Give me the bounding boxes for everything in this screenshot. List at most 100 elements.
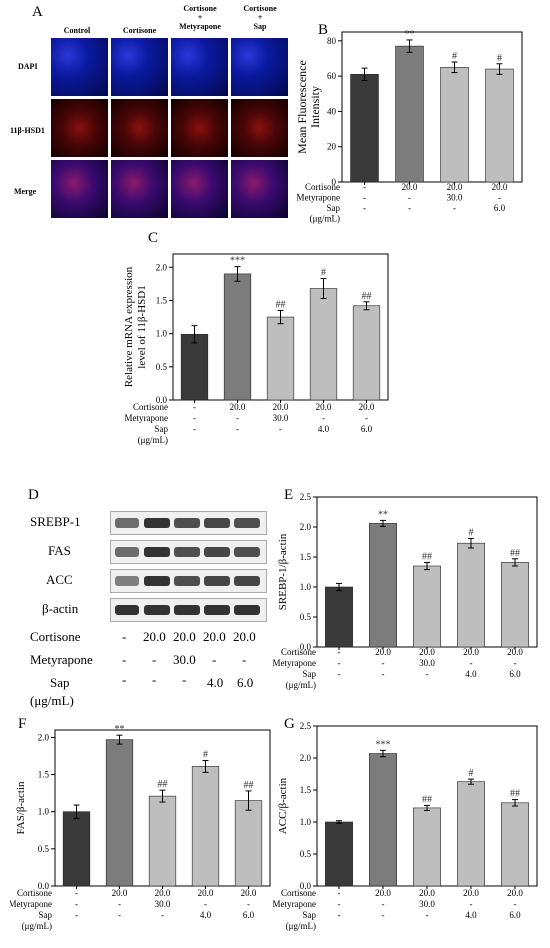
y-tick-label: 1.5	[300, 785, 312, 795]
treatment-row-label: (μg/mL)	[286, 921, 316, 931]
treatment-row-label: (μg/mL)	[138, 435, 168, 445]
bar	[352, 305, 381, 401]
treatment-cell: 20.0	[507, 647, 523, 657]
bar	[413, 807, 441, 887]
bar	[440, 66, 469, 183]
significance-label: ##	[276, 299, 286, 310]
treatment-cell: 20.0	[155, 888, 171, 898]
y-tick-label: 0.5	[300, 612, 312, 622]
panel-label-b: B	[318, 22, 329, 38]
y-tick-label: 0.0	[156, 395, 168, 405]
blot-label-bactin: β-actin	[42, 601, 79, 616]
blot-cell: 4.0	[207, 675, 224, 690]
y-tick-label: 0.5	[38, 844, 50, 854]
treatment-row-label: Sap	[155, 424, 169, 434]
treatment-cell: 20.0	[375, 888, 391, 898]
y-axis-label: Mean Fluorescence	[295, 60, 309, 154]
blot-cell: 30.0	[173, 652, 196, 667]
treatment-row-label: Metyrapone	[273, 658, 316, 668]
blot-row-metyrapone: Metyrapone	[30, 652, 93, 667]
treatment-cell: -	[338, 647, 341, 657]
treatment-cell: 30.0	[447, 193, 463, 203]
panel-label-d: D	[28, 487, 39, 503]
treatment-cell: 30.0	[273, 413, 289, 423]
blot-cell: 20.0	[203, 629, 226, 644]
bar	[485, 68, 514, 183]
blot-cell: 20.0	[143, 629, 166, 644]
blot-strip-fas	[110, 540, 267, 564]
treatment-row-label: Sap	[303, 669, 317, 679]
treatment-row-label: Metyrapone	[10, 899, 52, 909]
y-tick-label: 0.5	[156, 362, 168, 372]
image-hsd1-control	[51, 99, 108, 157]
treatment-cell: 6.0	[361, 424, 373, 434]
treatment-row-label: Sap	[39, 910, 53, 920]
treatment-cell: 6.0	[243, 910, 255, 920]
significance-label: #	[469, 768, 474, 779]
bar	[325, 821, 353, 887]
y-axis-label: Relative mRNA expression	[123, 266, 135, 387]
treatment-cell: 20.0	[463, 888, 479, 898]
treatment-cell: -	[161, 910, 164, 920]
treatment-cell: 20.0	[492, 182, 508, 192]
treatment-cell: 4.0	[465, 910, 477, 920]
y-tick-label: 0	[332, 177, 337, 187]
treatment-cell: 6.0	[494, 203, 506, 213]
y-tick-label: 0.5	[300, 849, 312, 859]
treatment-row-label: Metyrapone	[273, 899, 316, 909]
significance-label: ##	[422, 551, 432, 562]
bar	[234, 800, 263, 887]
treatment-cell: 20.0	[463, 647, 479, 657]
treatment-row-label: (μg/mL)	[22, 921, 52, 931]
significance-label: ##	[158, 779, 168, 790]
significance-label: #	[203, 749, 208, 760]
significance-label: ***	[376, 739, 391, 750]
treatment-cell: -	[236, 413, 239, 423]
blot-cell: -	[242, 652, 247, 667]
image-hsd1-cortisone	[111, 99, 168, 157]
panel-label-a: A	[32, 4, 43, 20]
y-tick-label: 0.0	[38, 881, 50, 891]
treatment-row-label: Metyrapone	[297, 193, 340, 203]
treatment-cell: 20.0	[419, 647, 435, 657]
y-tick-label: 2.0	[300, 522, 312, 532]
blot-label-acc: ACC	[46, 572, 73, 587]
y-tick-label: 0.0	[300, 881, 312, 891]
treatment-cell: 20.0	[507, 888, 523, 898]
treatment-cell: 20.0	[375, 647, 391, 657]
bar	[369, 753, 397, 887]
treatment-cell: -	[365, 413, 368, 423]
image-merge-control	[51, 160, 108, 218]
treatment-cell: 6.0	[509, 669, 521, 679]
significance-label: ##	[510, 789, 520, 800]
significance-label: **	[115, 724, 125, 735]
treatment-cell: -	[363, 203, 366, 213]
bar	[105, 739, 134, 887]
significance-label: #	[452, 51, 457, 62]
treatment-cell: 30.0	[419, 658, 435, 668]
y-tick-label: 2.5	[300, 492, 312, 502]
image-merge-cortisone	[111, 160, 168, 218]
y-tick-label: 1.5	[38, 770, 50, 780]
treatment-cell: -	[322, 413, 325, 423]
significance-label: ##	[422, 794, 432, 805]
treatment-cell: -	[382, 658, 385, 668]
blot-cell: -	[122, 652, 127, 667]
blot-strip-srebp1	[110, 511, 267, 535]
treatment-cell: 20.0	[112, 888, 128, 898]
treatment-cell: -	[193, 424, 196, 434]
blot-strip-acc	[110, 569, 267, 593]
bar	[369, 523, 397, 648]
y-tick-label: 2.0	[156, 262, 168, 272]
significance-label: **	[405, 29, 415, 40]
y-tick-label: 1.0	[300, 582, 312, 592]
image-dapi-cortisone	[111, 38, 168, 96]
y-tick-label: 20	[327, 142, 337, 152]
y-tick-label: 80	[327, 36, 337, 46]
y-axis-label: FAS/β-actin	[15, 781, 27, 835]
treatment-cell: -	[118, 899, 121, 909]
image-dapi-control	[51, 38, 108, 96]
treatment-cell: -	[279, 424, 282, 434]
significance-label: **	[378, 509, 388, 520]
y-tick-label: 2.0	[300, 753, 312, 763]
